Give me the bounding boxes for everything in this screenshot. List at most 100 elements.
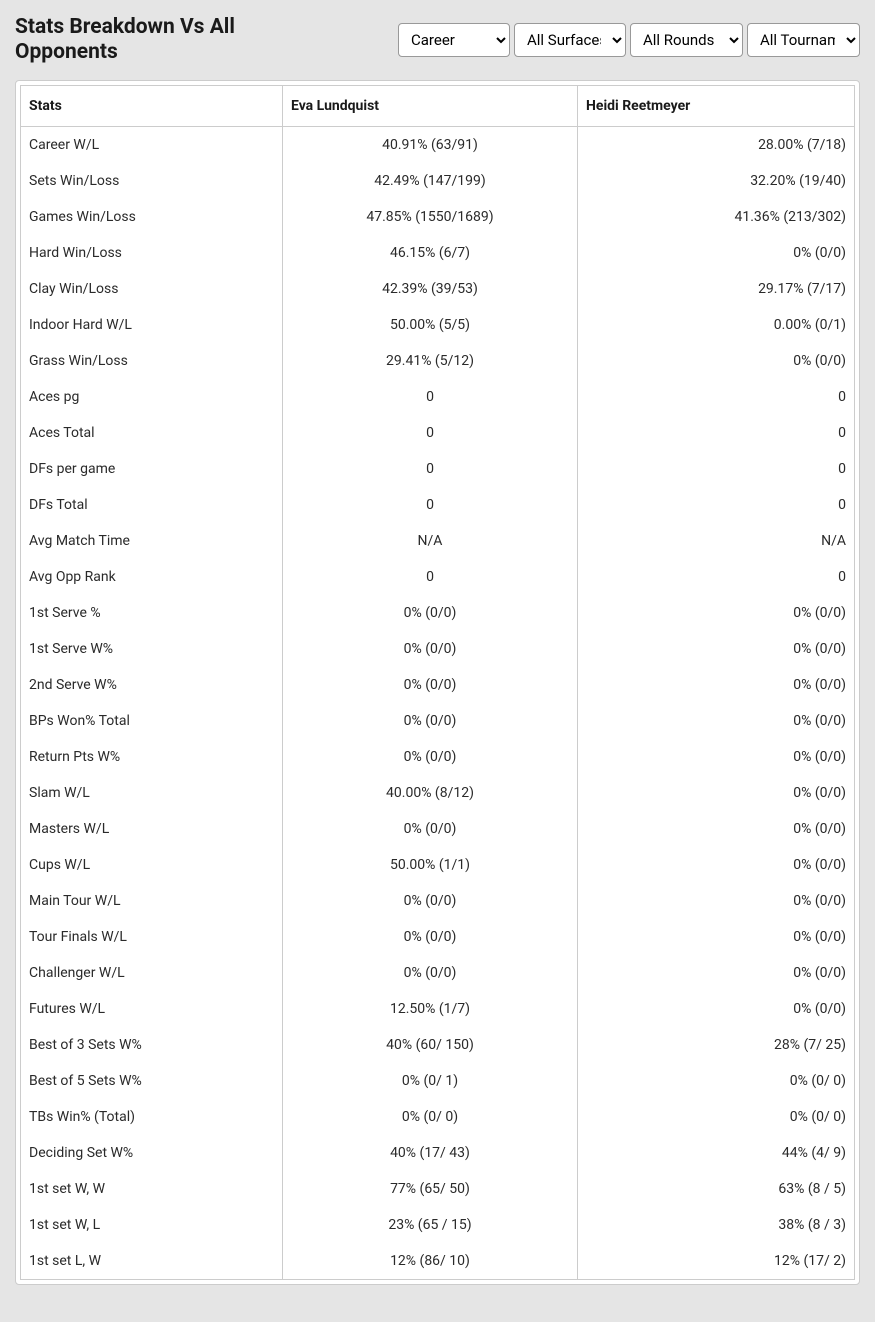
- stats-table-container: Stats Eva Lundquist Heidi Reetmeyer Care…: [15, 80, 860, 1285]
- stat-value-player2: 0% (0/ 0): [578, 1099, 855, 1135]
- stat-value-player2: 38% (8 / 3): [578, 1207, 855, 1243]
- stat-label: Aces pg: [21, 379, 283, 415]
- table-row: Challenger W/L0% (0/0)0% (0/0): [21, 955, 855, 991]
- stat-label: Grass Win/Loss: [21, 343, 283, 379]
- stat-value-player1: 42.49% (147/199): [283, 163, 578, 199]
- stat-value-player1: 0: [283, 559, 578, 595]
- stat-value-player2: 28% (7/ 25): [578, 1027, 855, 1063]
- stat-label: Slam W/L: [21, 775, 283, 811]
- stat-value-player1: 0% (0/0): [283, 631, 578, 667]
- stat-value-player1: 0% (0/ 1): [283, 1063, 578, 1099]
- stat-value-player2: 0% (0/0): [578, 703, 855, 739]
- filter-rounds-select[interactable]: All Rounds: [630, 23, 743, 57]
- stat-value-player2: 0.00% (0/1): [578, 307, 855, 343]
- table-row: Aces pg00: [21, 379, 855, 415]
- stat-value-player2: 0% (0/0): [578, 847, 855, 883]
- stat-label: 1st Serve W%: [21, 631, 283, 667]
- stat-label: 1st set W, L: [21, 1207, 283, 1243]
- stat-label: BPs Won% Total: [21, 703, 283, 739]
- stat-value-player1: 0: [283, 487, 578, 523]
- stats-table: Stats Eva Lundquist Heidi Reetmeyer Care…: [20, 85, 855, 1280]
- table-row: TBs Win% (Total)0% (0/ 0)0% (0/ 0): [21, 1099, 855, 1135]
- stat-value-player1: 0: [283, 451, 578, 487]
- stat-label: 1st set W, W: [21, 1171, 283, 1207]
- table-row: Cups W/L50.00% (1/1)0% (0/0): [21, 847, 855, 883]
- stat-label: 2nd Serve W%: [21, 667, 283, 703]
- table-row: Indoor Hard W/L50.00% (5/5)0.00% (0/1): [21, 307, 855, 343]
- table-row: Futures W/L12.50% (1/7)0% (0/0): [21, 991, 855, 1027]
- table-row: 1st Serve W%0% (0/0)0% (0/0): [21, 631, 855, 667]
- stat-value-player1: 0% (0/0): [283, 595, 578, 631]
- table-row: 1st set W, W77% (65/ 50)63% (8 / 5): [21, 1171, 855, 1207]
- stat-value-player1: 40% (17/ 43): [283, 1135, 578, 1171]
- table-row: DFs Total00: [21, 487, 855, 523]
- filter-career-select[interactable]: Career: [398, 23, 510, 57]
- stat-value-player2: 12% (17/ 2): [578, 1243, 855, 1280]
- filter-tournaments-select[interactable]: All Tournaments: [747, 23, 860, 57]
- stat-value-player1: 12.50% (1/7): [283, 991, 578, 1027]
- stat-value-player2: 0: [578, 487, 855, 523]
- table-row: DFs per game00: [21, 451, 855, 487]
- table-row: Career W/L40.91% (63/91)28.00% (7/18): [21, 127, 855, 164]
- stat-label: Clay Win/Loss: [21, 271, 283, 307]
- filter-surface-select[interactable]: All Surfaces: [514, 23, 626, 57]
- stat-value-player1: 40.91% (63/91): [283, 127, 578, 164]
- stat-value-player2: 41.36% (213/302): [578, 199, 855, 235]
- stat-value-player2: N/A: [578, 523, 855, 559]
- stat-label: Futures W/L: [21, 991, 283, 1027]
- stat-value-player1: 46.15% (6/7): [283, 235, 578, 271]
- stat-label: Deciding Set W%: [21, 1135, 283, 1171]
- col-header-stats: Stats: [21, 86, 283, 127]
- stat-label: Avg Opp Rank: [21, 559, 283, 595]
- stat-label: Best of 3 Sets W%: [21, 1027, 283, 1063]
- stat-value-player2: 0% (0/0): [578, 235, 855, 271]
- stat-value-player2: 0% (0/0): [578, 631, 855, 667]
- table-row: Deciding Set W%40% (17/ 43)44% (4/ 9): [21, 1135, 855, 1171]
- stat-label: Main Tour W/L: [21, 883, 283, 919]
- stat-label: Sets Win/Loss: [21, 163, 283, 199]
- stat-label: Avg Match Time: [21, 523, 283, 559]
- stat-label: 1st Serve %: [21, 595, 283, 631]
- stat-label: 1st set L, W: [21, 1243, 283, 1280]
- col-header-player2: Heidi Reetmeyer: [578, 86, 855, 127]
- stat-value-player2: 0% (0/0): [578, 811, 855, 847]
- stat-value-player1: 50.00% (1/1): [283, 847, 578, 883]
- stat-value-player2: 63% (8 / 5): [578, 1171, 855, 1207]
- stat-label: Cups W/L: [21, 847, 283, 883]
- table-row: Best of 3 Sets W%40% (60/ 150)28% (7/ 25…: [21, 1027, 855, 1063]
- stat-value-player1: 0% (0/0): [283, 739, 578, 775]
- table-row: 1st set W, L23% (65 / 15)38% (8 / 3): [21, 1207, 855, 1243]
- stat-value-player2: 0: [578, 451, 855, 487]
- table-row: BPs Won% Total0% (0/0)0% (0/0): [21, 703, 855, 739]
- stat-value-player1: 77% (65/ 50): [283, 1171, 578, 1207]
- table-row: Grass Win/Loss29.41% (5/12)0% (0/0): [21, 343, 855, 379]
- table-row: Sets Win/Loss42.49% (147/199)32.20% (19/…: [21, 163, 855, 199]
- stat-value-player2: 29.17% (7/17): [578, 271, 855, 307]
- stat-label: DFs Total: [21, 487, 283, 523]
- stat-label: Return Pts W%: [21, 739, 283, 775]
- table-row: Clay Win/Loss42.39% (39/53)29.17% (7/17): [21, 271, 855, 307]
- stat-value-player1: 42.39% (39/53): [283, 271, 578, 307]
- stat-label: Indoor Hard W/L: [21, 307, 283, 343]
- stat-value-player2: 0% (0/0): [578, 343, 855, 379]
- table-row: Games Win/Loss47.85% (1550/1689)41.36% (…: [21, 199, 855, 235]
- stat-value-player2: 28.00% (7/18): [578, 127, 855, 164]
- stat-label: Best of 5 Sets W%: [21, 1063, 283, 1099]
- stat-label: Career W/L: [21, 127, 283, 164]
- stat-value-player1: 0: [283, 415, 578, 451]
- stat-value-player1: 50.00% (5/5): [283, 307, 578, 343]
- table-row: Hard Win/Loss46.15% (6/7)0% (0/0): [21, 235, 855, 271]
- stat-value-player2: 0: [578, 415, 855, 451]
- table-row: 1st Serve %0% (0/0)0% (0/0): [21, 595, 855, 631]
- stat-value-player2: 0% (0/0): [578, 667, 855, 703]
- stat-value-player1: 0: [283, 379, 578, 415]
- stat-value-player1: 0% (0/0): [283, 883, 578, 919]
- stat-value-player2: 0% (0/0): [578, 775, 855, 811]
- stat-label: TBs Win% (Total): [21, 1099, 283, 1135]
- stat-value-player1: 40.00% (8/12): [283, 775, 578, 811]
- stat-label: Masters W/L: [21, 811, 283, 847]
- table-row: Masters W/L0% (0/0)0% (0/0): [21, 811, 855, 847]
- table-row: 2nd Serve W%0% (0/0)0% (0/0): [21, 667, 855, 703]
- stat-value-player1: N/A: [283, 523, 578, 559]
- stat-value-player2: 0% (0/0): [578, 955, 855, 991]
